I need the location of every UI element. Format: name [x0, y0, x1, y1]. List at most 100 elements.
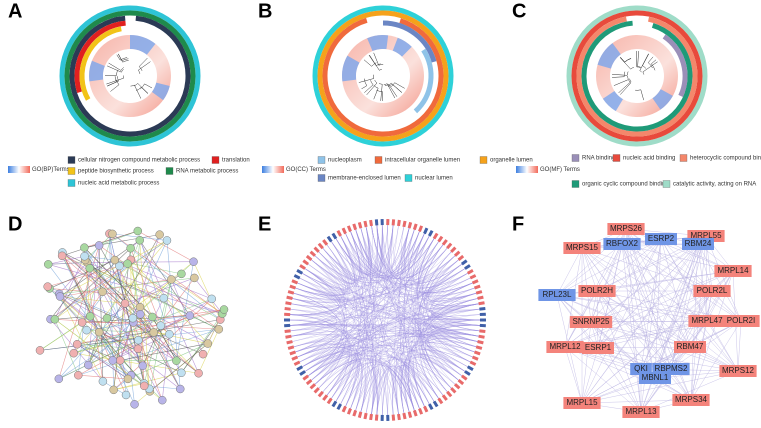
gene-label: ESRP1 [585, 343, 612, 352]
network-node [336, 229, 342, 237]
network-edge [359, 367, 373, 415]
network-edge [376, 303, 482, 418]
network-edge [621, 243, 691, 348]
network-edge [556, 294, 739, 372]
network-edge [302, 266, 431, 407]
network-node [291, 279, 299, 285]
network-edge [590, 321, 739, 372]
dendrogram [373, 85, 379, 100]
gene-node [719, 365, 757, 377]
network-node [172, 356, 181, 365]
network-edge [288, 230, 426, 337]
network-node [423, 405, 429, 413]
network-node [286, 340, 293, 345]
network-edge [597, 290, 713, 349]
network-node [35, 346, 45, 355]
network-node [74, 370, 83, 380]
network-node [44, 260, 53, 269]
network-node [85, 263, 94, 273]
gene-label: MRPS34 [675, 395, 708, 404]
network-edge [426, 257, 480, 302]
gene-node [693, 285, 731, 297]
color-scale [8, 166, 30, 173]
dendrogram [612, 71, 626, 78]
network-edge [288, 303, 338, 343]
dendrogram [140, 83, 153, 90]
network-edge [98, 245, 104, 382]
network-edge [149, 343, 209, 392]
network-node [380, 218, 384, 226]
network-edge [287, 308, 337, 337]
network-edge [302, 266, 482, 337]
network-edge [130, 259, 209, 344]
network-edge [581, 243, 699, 404]
network-edge [581, 247, 713, 292]
legend-swatch [404, 174, 413, 182]
network-node [336, 403, 342, 411]
network-node [386, 414, 390, 422]
network-node [109, 385, 118, 395]
network-node [285, 334, 292, 339]
network-edge [302, 303, 482, 374]
network-node [219, 305, 229, 314]
network-edge [660, 238, 708, 322]
gene-label: MRPL14 [717, 266, 749, 275]
gene-label: RBM24 [685, 239, 712, 248]
network-edge [102, 291, 163, 401]
dendrogram [363, 59, 377, 67]
network-node [369, 219, 373, 227]
network-edge [433, 303, 483, 314]
network-node [477, 340, 484, 345]
network-edge [62, 252, 141, 308]
dendrogram [636, 51, 641, 68]
network-edge [292, 257, 344, 299]
network-node [120, 299, 130, 308]
network-node [457, 378, 465, 386]
dendrogram [620, 57, 632, 63]
go-circle [566, 5, 708, 147]
network-edge [152, 316, 177, 361]
network-edge [60, 279, 172, 297]
network-edge [58, 303, 126, 380]
network-node [69, 348, 78, 358]
dendrogram [620, 79, 632, 95]
network-edge [78, 315, 190, 376]
legend-swatch [662, 180, 671, 188]
panel-label: F [512, 213, 524, 235]
network-edge [690, 320, 742, 401]
network-edge [50, 240, 168, 320]
network-edge [287, 325, 411, 415]
network-edge [89, 316, 129, 380]
network-edge [299, 271, 474, 298]
network-node [407, 221, 413, 229]
network-edge [292, 266, 468, 354]
network-node [446, 390, 453, 398]
dendrogram [388, 83, 402, 93]
term-ring [571, 10, 703, 142]
legend-title: GO(CC) Terms [286, 167, 326, 173]
network-edge [39, 333, 170, 351]
heatmap-inner [610, 49, 664, 103]
network-node [158, 395, 167, 405]
gene-node [645, 233, 677, 245]
dendrogram [383, 83, 396, 99]
network-node [478, 301, 485, 306]
dendrogram [134, 83, 149, 94]
gene-label: MRPL55 [690, 231, 722, 240]
dendrogram [138, 61, 151, 74]
network-edge [344, 230, 400, 418]
network-edge [302, 222, 388, 374]
term-ring [317, 10, 449, 142]
network-node [423, 227, 429, 235]
legend-title: GO(MF) Terms [540, 167, 580, 173]
network-node [450, 246, 457, 253]
network-edge [737, 320, 742, 372]
network-edge [287, 308, 484, 321]
dendrogram [619, 57, 634, 70]
term-ring [59, 5, 201, 147]
network-edge [590, 270, 734, 323]
network-edge [597, 347, 739, 372]
network-node [165, 329, 174, 339]
network-edge [359, 225, 377, 418]
network-edge [58, 339, 139, 380]
